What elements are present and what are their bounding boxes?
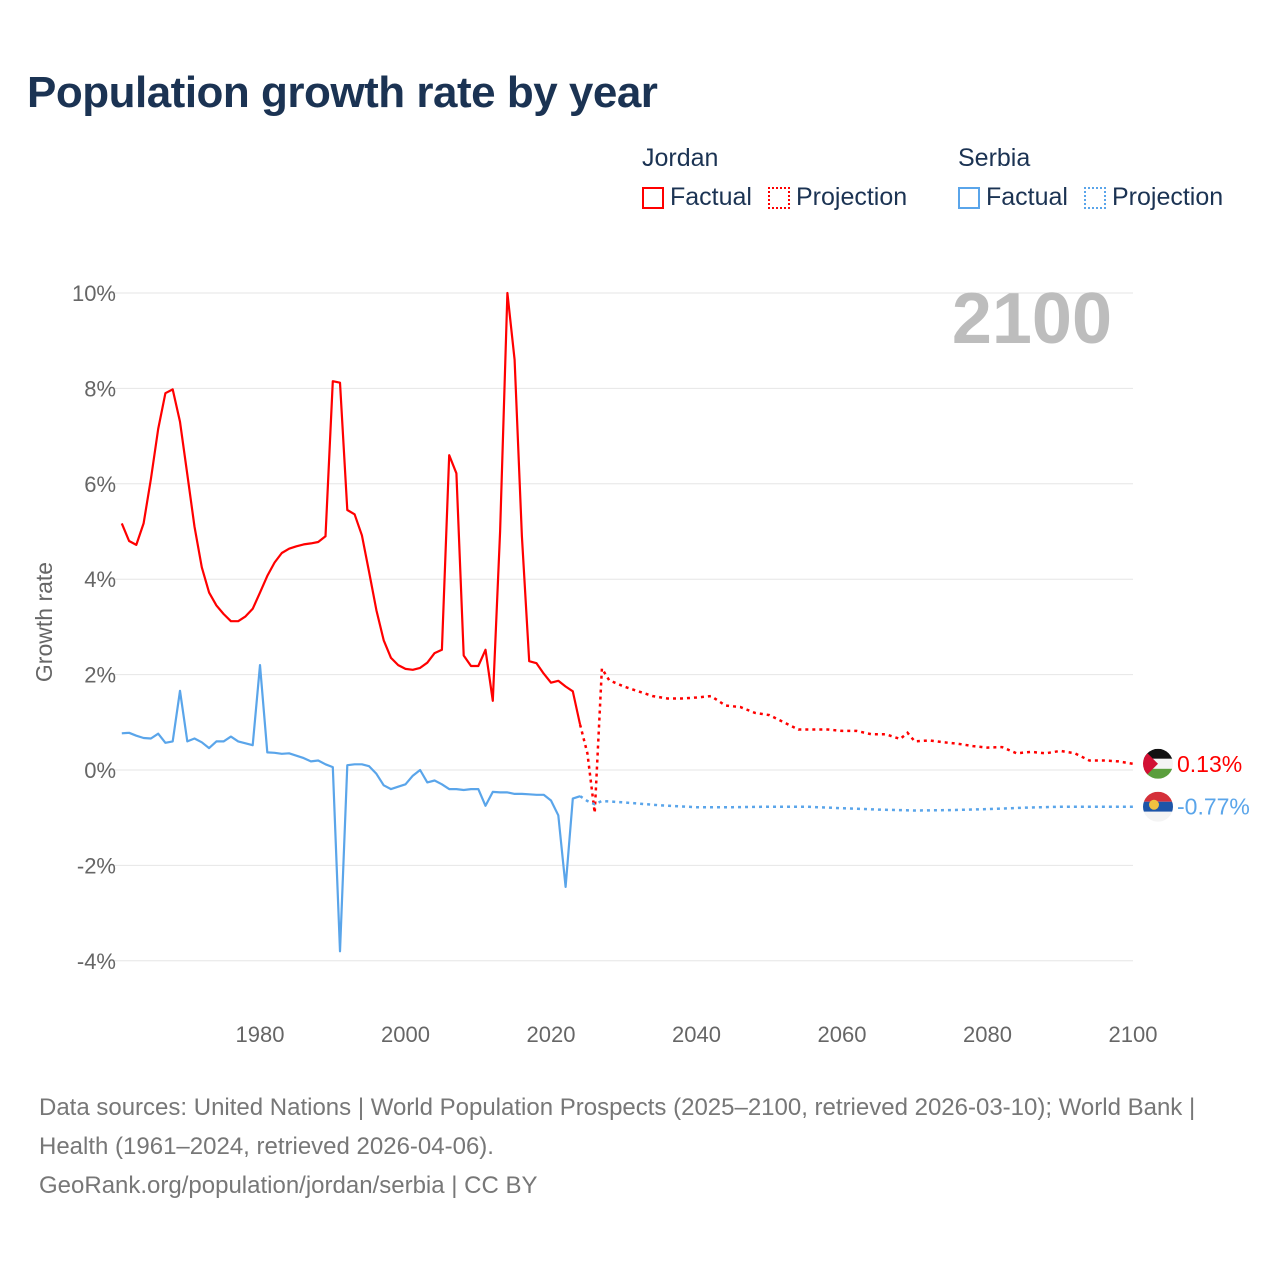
footer: Data sources: United Nations | World Pop… xyxy=(39,1088,1239,1205)
legend-label: Projection xyxy=(795,183,908,211)
data-sources: Data sources: United Nations | World Pop… xyxy=(39,1094,1196,1160)
legend-serbia: Serbia Factual Projection xyxy=(958,144,1223,212)
x-tick-label: 2000 xyxy=(381,1022,430,1047)
serbia-factual-line xyxy=(121,663,581,953)
credit-link[interactable]: GeoRank.org/population/jordan/serbia | C… xyxy=(39,1172,538,1199)
legend-item-serbia-projection[interactable]: Projection xyxy=(1083,183,1224,212)
x-tick-label: 1980 xyxy=(236,1022,285,1047)
y-tick-label: 6% xyxy=(84,472,116,497)
year-indicator: 2100 xyxy=(952,279,1112,359)
legend-swatch xyxy=(642,186,664,209)
x-tick-label: 2040 xyxy=(672,1022,721,1047)
y-tick-label: -4% xyxy=(77,949,116,974)
jordan-factual-line xyxy=(120,291,582,725)
jordan-flag-icon xyxy=(1143,748,1173,779)
y-tick-label: 4% xyxy=(84,567,116,592)
serbia-projection-line xyxy=(579,795,1133,812)
jordan-projection-line xyxy=(578,664,1134,814)
legend-item-jordan-factual[interactable]: Factual xyxy=(642,183,752,212)
y-tick-label: 2% xyxy=(84,663,116,688)
legend-swatch xyxy=(767,186,790,209)
y-axis-label: Growth rate xyxy=(31,562,57,682)
legend-item-serbia-factual[interactable]: Factual xyxy=(958,183,1068,212)
y-tick-label: 0% xyxy=(84,758,116,783)
serbia-flag-icon xyxy=(1143,791,1173,822)
legend-group-name: Jordan xyxy=(642,144,719,172)
y-tick-label: -2% xyxy=(77,853,116,878)
legend-group-name: Serbia xyxy=(958,144,1031,172)
legend-label: Factual xyxy=(986,183,1068,211)
x-tick-label: 2020 xyxy=(527,1022,576,1047)
y-tick-label: 8% xyxy=(84,376,116,401)
legend-label: Factual xyxy=(670,183,752,211)
serbia-end-label: -0.77% xyxy=(1177,794,1250,820)
legend-jordan: Jordan Factual Projection xyxy=(642,144,907,212)
legend-label: Projection xyxy=(1111,183,1224,211)
legend-swatch xyxy=(958,186,980,209)
jordan-end-label: 0.13% xyxy=(1177,751,1242,777)
x-tick-label: 2100 xyxy=(1109,1022,1158,1047)
x-tick-label: 2080 xyxy=(963,1022,1012,1047)
legend-swatch xyxy=(1083,186,1106,209)
y-tick-label: 10% xyxy=(72,281,116,306)
x-tick-label: 2060 xyxy=(818,1022,867,1047)
page-title: Population growth rate by year xyxy=(27,68,658,117)
legend-item-jordan-projection[interactable]: Projection xyxy=(767,183,908,212)
